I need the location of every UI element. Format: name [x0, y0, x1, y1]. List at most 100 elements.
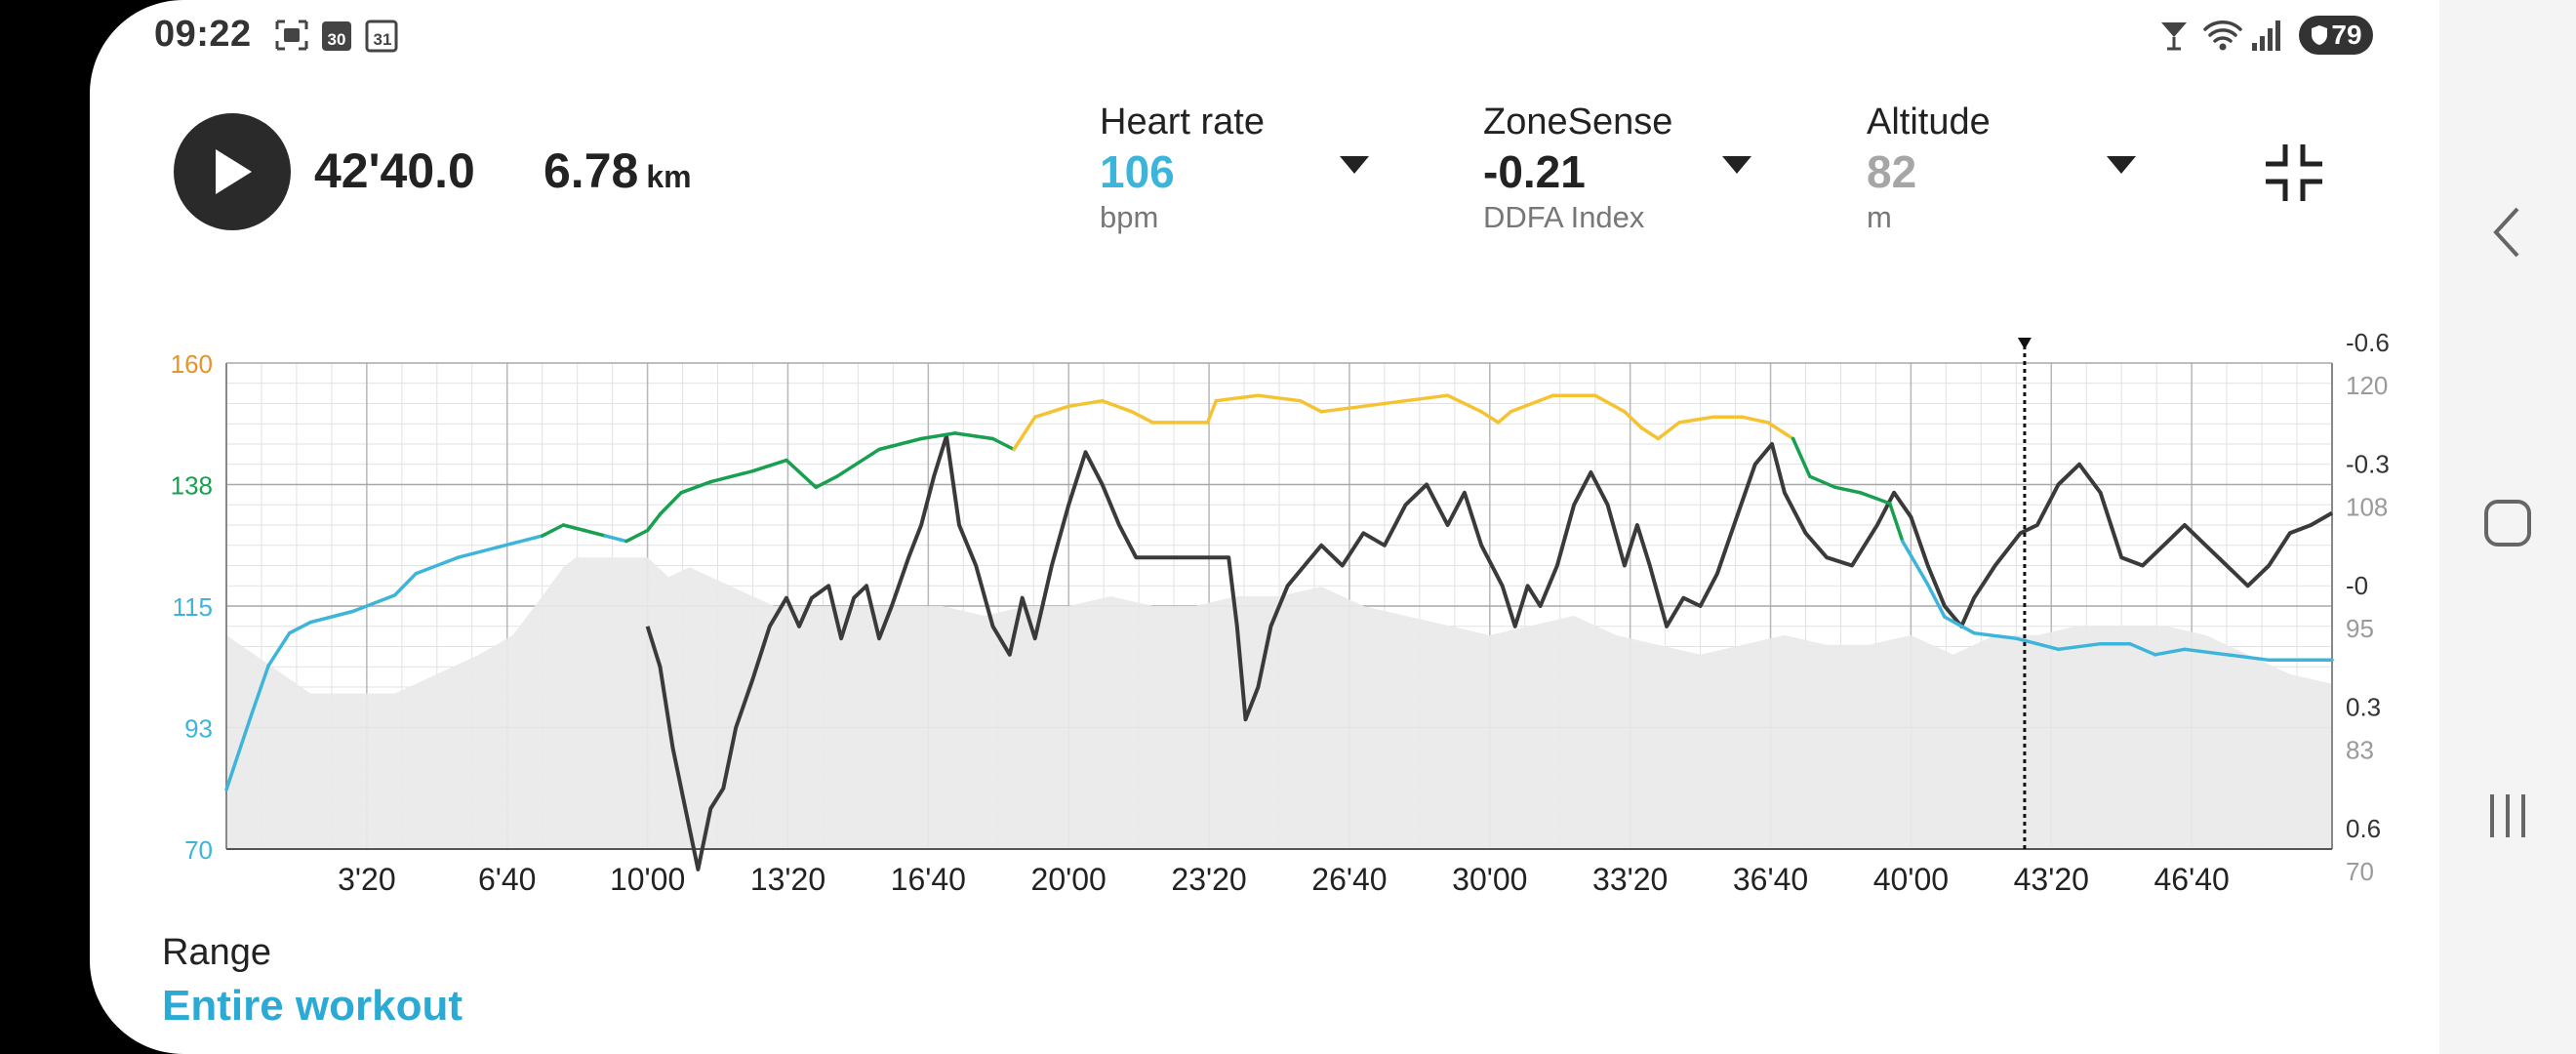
screenshot-icon [273, 18, 310, 58]
calendar-31-icon: 31 [365, 18, 398, 58]
heart-rate-segment [2225, 653, 2272, 663]
home-button[interactable] [2439, 498, 2576, 548]
right-axis-altitude-tick: 83 [2346, 736, 2374, 765]
heart-rate-segment [1032, 404, 1070, 420]
heart-rate-segment [498, 534, 544, 548]
distance-value: 6.78 [543, 143, 639, 198]
heart-rate-segment [1741, 415, 1770, 425]
heart-rate-segment [1256, 393, 1303, 403]
heart-rate-segment [540, 523, 566, 538]
x-axis-tick: 46'40 [2153, 862, 2229, 897]
right-axis-altitude-tick: 108 [2346, 493, 2388, 522]
heart-rate-segment [603, 534, 628, 544]
heart-rate-segment [456, 545, 503, 559]
distance-unit: km [646, 159, 692, 194]
heart-rate-segment [658, 491, 683, 516]
x-axis-tick: 16'40 [891, 862, 966, 897]
x-axis-tick: 26'40 [1311, 862, 1387, 897]
heart-rate-segment [1319, 404, 1366, 414]
x-axis-tick: 13'20 [750, 862, 825, 897]
metric-title: Altitude [1867, 101, 1991, 142]
heart-rate-segment [1677, 415, 1715, 425]
heart-rate-segment [224, 750, 241, 791]
metric-value: -0.21 [1483, 146, 1586, 197]
svg-text:31: 31 [374, 30, 392, 49]
svg-text:30: 30 [328, 30, 346, 49]
navigation-bar [2439, 0, 2576, 1054]
chevron-down-icon[interactable] [2107, 156, 2136, 174]
home-icon [2484, 500, 2531, 547]
heart-rate-segment [414, 555, 461, 576]
heart-rate-segment [561, 523, 586, 533]
heart-rate-segment [1445, 393, 1483, 414]
back-button[interactable] [2439, 205, 2576, 260]
heart-rate-line [224, 393, 2334, 791]
metric-unit: bpm [1100, 200, 1159, 234]
calendar-icon: 30 [320, 18, 353, 58]
heart-rate-segment [266, 630, 292, 668]
heart-rate-segment [814, 474, 839, 490]
heart-rate-segment [679, 479, 713, 495]
heart-rate-segment [287, 620, 313, 635]
metric-altitude[interactable]: Altitude 82 m [1867, 101, 1991, 235]
collapse-button[interactable] [2262, 141, 2326, 205]
left-axis-tick: 115 [173, 592, 213, 622]
x-axis-tick: 10'00 [610, 862, 685, 897]
workout-chart[interactable]: 160 138 115 93 70 -0.6 -0.3 -0 0.3 0.6 120 108 95 83 7… [90, 312, 2439, 917]
range-label: Range [162, 932, 271, 973]
heart-rate-segment [1205, 398, 1219, 425]
heart-rate-segment [2183, 647, 2229, 657]
heart-rate-segment [1888, 502, 1905, 544]
status-bar: 09:22 30 31 79 [90, 0, 2439, 70]
left-axis-tick: 138 [171, 471, 213, 501]
right-axis-altitude-tick: 95 [2346, 614, 2374, 643]
battery-level: 79 [2331, 20, 2362, 50]
heart-rate-segment [750, 458, 788, 473]
x-axis-tick: 40'00 [1873, 862, 1949, 897]
x-axis-tick: 30'00 [1452, 862, 1527, 897]
heart-rate-segment [835, 447, 881, 478]
heart-rate-segment [1656, 421, 1681, 441]
play-icon [216, 149, 252, 194]
metric-zonesense[interactable]: ZoneSense -0.21 DDFA Index [1483, 101, 1672, 235]
range-selector[interactable]: Entire workout [162, 982, 463, 1030]
heart-rate-segment [2035, 641, 2061, 652]
heart-rate-segment [952, 431, 995, 441]
heart-rate-segment [2056, 641, 2103, 652]
cocktail-icon [2158, 18, 2190, 58]
altitude-area [226, 557, 2332, 849]
heart-rate-segment [583, 528, 608, 538]
play-button[interactable] [174, 113, 291, 230]
recent-apps-button[interactable] [2439, 790, 2576, 841]
x-axis-tick: 20'00 [1031, 862, 1107, 897]
heart-rate-segment [1067, 398, 1105, 409]
right-axis-altitude-tick: 70 [2346, 857, 2374, 886]
x-axis-tick: 36'40 [1733, 862, 1808, 897]
heart-rate-segment [1496, 410, 1513, 425]
chevron-down-icon[interactable] [1722, 156, 1751, 174]
right-axis-ddfa-tick: -0.6 [2346, 328, 2390, 357]
metric-title: Heart rate [1100, 101, 1265, 142]
signal-icon [2250, 18, 2283, 58]
heart-rate-segment [1808, 474, 1837, 490]
heart-rate-segment [1623, 410, 1643, 430]
wifi-icon [2201, 18, 2244, 58]
heart-rate-segment [990, 436, 1016, 452]
metric-value: 82 [1867, 146, 1917, 197]
heart-rate-segment [237, 711, 254, 754]
heart-rate-segment [1509, 393, 1555, 414]
heart-rate-segment [1012, 415, 1037, 452]
metric-unit: m [1867, 200, 1892, 234]
heart-rate-segment [1403, 393, 1450, 403]
heart-rate-segment [308, 609, 355, 625]
metric-heart-rate[interactable]: Heart rate 106 bpm [1100, 101, 1265, 235]
left-axis-tick: 160 [171, 349, 213, 379]
heart-rate-segment [1130, 410, 1155, 425]
heart-rate-segment [624, 528, 650, 544]
heart-rate-segment [1361, 398, 1408, 409]
heart-rate-segment [392, 572, 418, 597]
chevron-down-icon[interactable] [1340, 156, 1369, 174]
shield-icon [2312, 25, 2328, 45]
zonesense-line [645, 433, 2333, 872]
heart-rate-segment [1100, 398, 1134, 414]
